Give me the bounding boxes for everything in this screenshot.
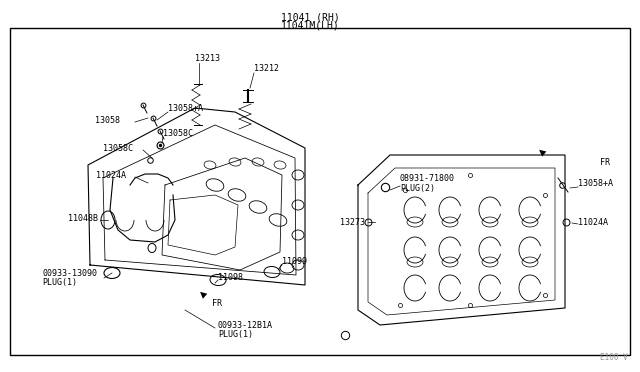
Text: 13273: 13273 [340, 218, 365, 227]
Text: 13212: 13212 [254, 64, 279, 73]
Text: 13058+A: 13058+A [168, 103, 203, 112]
Text: 11048B: 11048B [68, 214, 98, 222]
Text: PLUG(1): PLUG(1) [42, 279, 77, 288]
Text: 00933-12B1A: 00933-12B1A [218, 321, 273, 330]
Text: FR: FR [212, 299, 222, 308]
Text: 13058+A: 13058+A [578, 179, 613, 187]
Text: PLUG(1): PLUG(1) [218, 330, 253, 340]
Text: 11041 (RH): 11041 (RH) [280, 12, 339, 22]
Text: 11041M(LH): 11041M(LH) [280, 20, 339, 30]
Text: 11024A: 11024A [578, 218, 608, 227]
Text: 00933-13090: 00933-13090 [42, 269, 97, 278]
Text: PLUG(2): PLUG(2) [400, 183, 435, 192]
Text: FR: FR [600, 157, 610, 167]
Text: E100 V: E100 V [600, 353, 628, 362]
Text: 11024A: 11024A [96, 170, 126, 180]
Text: 13058: 13058 [95, 115, 120, 125]
Text: 08931-71800: 08931-71800 [400, 173, 455, 183]
Text: 11099: 11099 [282, 257, 307, 266]
Text: 13213: 13213 [195, 54, 220, 62]
Text: 13058C: 13058C [103, 144, 133, 153]
Text: 13058C: 13058C [163, 128, 193, 138]
Bar [10, 28, 630, 355]
Text: 11098: 11098 [218, 273, 243, 282]
